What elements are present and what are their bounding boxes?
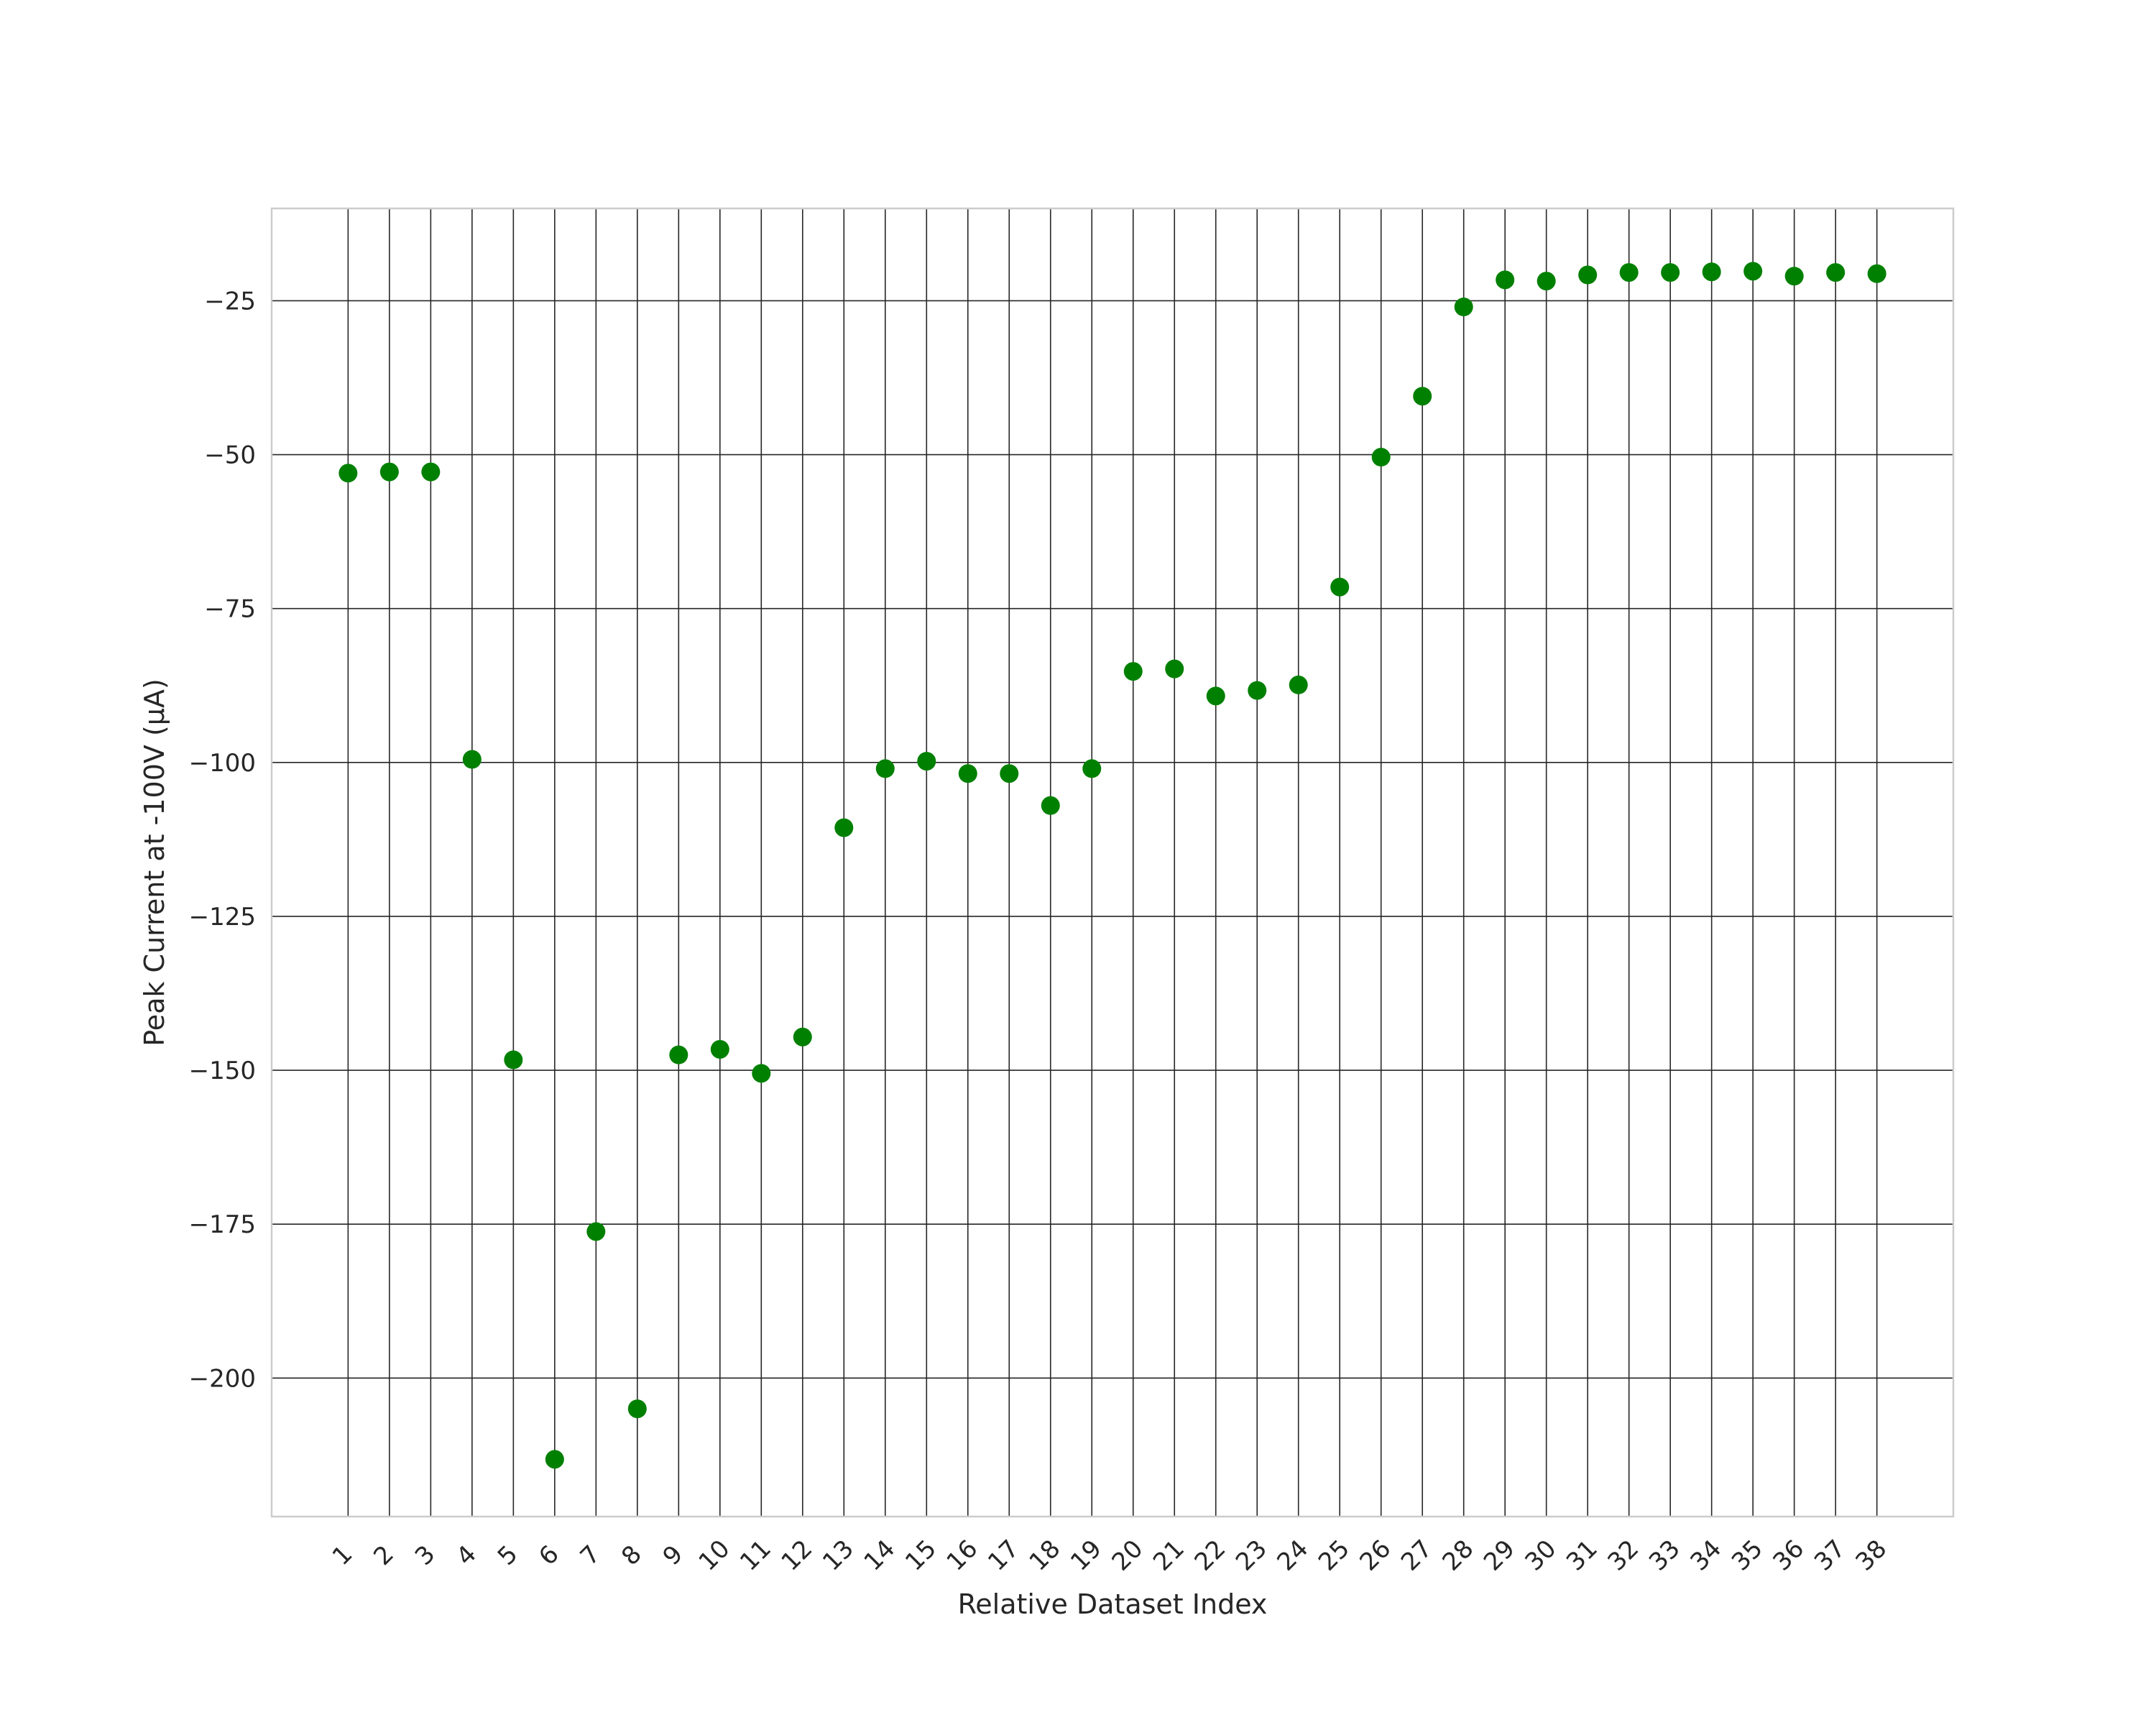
data-point [1123,662,1143,681]
y-tick-label: −50 [204,441,256,470]
data-point [669,1045,688,1064]
x-tick-label: 14 [859,1535,901,1577]
data-point [875,759,895,778]
x-tick-label: 30 [1519,1535,1562,1577]
x-tick-label: 2 [368,1540,400,1571]
x-tick-label: 15 [900,1535,942,1577]
data-point [1661,263,1680,282]
x-tick-label: 11 [734,1535,777,1577]
data-point [1743,262,1763,281]
y-tick-label: −75 [204,595,256,624]
x-tick-label: 16 [941,1535,984,1577]
data-point [1619,263,1639,282]
x-tick-label: 35 [1726,1535,1769,1577]
data-point [1826,263,1846,282]
data-point [834,818,854,837]
data-point [1206,686,1225,706]
data-point [958,764,977,783]
data-point [917,752,936,771]
x-tick-label: 12 [776,1535,819,1577]
x-tick-label: 34 [1685,1535,1727,1577]
x-tick-label: 6 [533,1540,565,1571]
x-tick-label: 24 [1272,1535,1314,1577]
y-tick-label: −25 [204,287,256,316]
x-tick-label: 31 [1561,1535,1603,1577]
grid-lines [272,208,1953,1517]
x-tick-label: 26 [1354,1535,1396,1577]
y-tick-label: −150 [189,1057,256,1085]
x-tick-label: 22 [1189,1535,1232,1577]
data-point [421,462,441,482]
data-point [710,1039,729,1059]
y-tick-labels: −25 −50 −75 −100 −125 −150 −175 −200 [189,287,256,1393]
data-point [379,462,399,482]
x-tick-label: 18 [1024,1535,1067,1577]
y-axis-label: Peak Current at -100V (μA) [139,678,170,1046]
x-tick-label: 4 [451,1540,482,1571]
data-point [338,464,358,483]
x-tick-label: 20 [1107,1535,1149,1577]
x-axis-label: Relative Dataset Index [958,1588,1268,1620]
data-point [1454,298,1473,317]
y-tick-label: −200 [189,1364,256,1393]
x-tick-label: 5 [492,1540,524,1571]
y-tick-label: −125 [189,903,256,932]
data-point [1702,262,1721,282]
data-point [1041,796,1060,815]
x-tick-label: 28 [1437,1535,1479,1577]
data-point [1330,577,1350,597]
data-point [1496,270,1515,290]
y-tick-label: −100 [189,749,256,778]
x-tick-label: 33 [1644,1535,1686,1577]
data-point [1082,759,1102,778]
data-point [1784,267,1804,286]
x-tick-label: 19 [1065,1535,1107,1577]
x-tick-label: 7 [575,1540,607,1571]
data-point [1578,265,1598,285]
y-tick-label: −175 [189,1210,256,1239]
data-point [1867,264,1886,283]
x-tick-label: 3 [410,1540,441,1571]
x-tick-label: 36 [1767,1535,1810,1577]
plot-frame [270,207,1955,1518]
x-tick-label: 29 [1478,1535,1521,1577]
x-tick-label: 32 [1602,1535,1644,1577]
x-tick-label: 17 [982,1535,1025,1577]
data-point [1248,681,1267,700]
x-tick-label: 10 [694,1535,736,1577]
x-tick-label: 13 [817,1535,860,1577]
data-point [1289,675,1308,694]
data-point [1000,764,1019,783]
x-tick-labels: 1 2 3 4 5 6 7 8 9 1011121314151617181920212223242… [327,1535,1893,1577]
data-point [462,750,482,769]
data-point [752,1064,771,1083]
x-tick-label: 9 [658,1540,689,1571]
data-point [1165,659,1184,678]
data-points [338,262,1886,1469]
x-tick-label: 37 [1809,1535,1851,1577]
x-tick-label: 25 [1313,1535,1355,1577]
x-tick-label: 8 [616,1540,648,1571]
data-point [504,1050,523,1070]
data-point [545,1450,564,1469]
x-tick-label: 23 [1230,1535,1273,1577]
data-point [1371,448,1391,467]
x-tick-label: 27 [1396,1535,1438,1577]
x-tick-label: 21 [1148,1535,1190,1577]
x-tick-label: 38 [1850,1535,1892,1577]
data-point [1413,387,1432,406]
data-point [1537,272,1556,291]
data-point [627,1399,647,1419]
x-tick-label: 1 [327,1540,359,1571]
data-point [793,1027,812,1046]
data-point [586,1222,606,1241]
